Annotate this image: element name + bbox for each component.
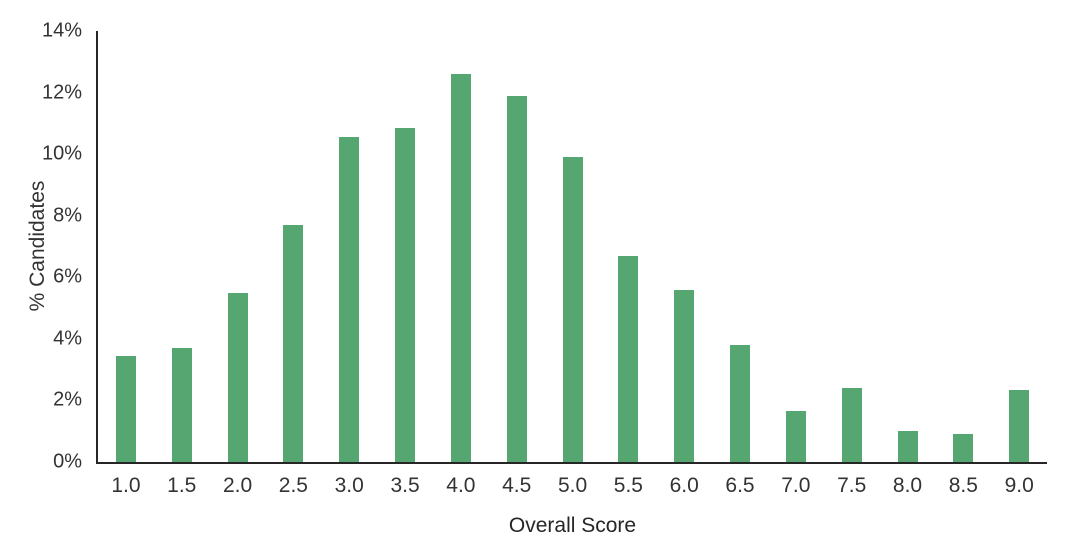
bars-container — [98, 31, 1047, 462]
bar-6.0 — [674, 289, 695, 462]
x-tick-label: 6.5 — [725, 474, 755, 497]
x-axis-title: Overall Score — [508, 514, 637, 537]
bar-slot — [154, 31, 210, 462]
x-tick-label: 2.0 — [222, 474, 253, 497]
bar-slot — [600, 31, 656, 462]
bar-slot — [98, 31, 154, 462]
bar-slot — [768, 31, 824, 462]
bar-5.5 — [618, 255, 639, 462]
bar-1.5 — [171, 348, 192, 462]
plot-area — [96, 31, 1047, 464]
x-tick-label: 1.5 — [167, 474, 197, 497]
y-tick-label: 10% — [41, 142, 82, 165]
x-tick-label: 9.0 — [1004, 474, 1034, 497]
y-tick-label: 6% — [53, 265, 82, 288]
bar-slot — [265, 31, 321, 462]
x-tick-label: 7.0 — [781, 474, 811, 497]
bar-slot — [991, 31, 1047, 462]
y-tick-label: 14% — [41, 19, 82, 42]
x-tick-label: 2.5 — [278, 474, 308, 497]
bar-slot — [489, 31, 545, 462]
bar-2.0 — [227, 292, 248, 462]
y-axis-tick-labels: 0% 2% 4% 6% 8% 10% 12% 14% — [0, 0, 82, 543]
bar-7.5 — [841, 388, 862, 462]
y-tick-label: 12% — [41, 81, 82, 104]
bar-slot — [377, 31, 433, 462]
bar-4.0 — [450, 74, 471, 462]
x-tick-label: 4.0 — [446, 474, 476, 497]
bar-8.0 — [897, 431, 918, 462]
bar-slot — [880, 31, 936, 462]
bar-5.0 — [562, 157, 583, 462]
bar-2.5 — [283, 224, 304, 462]
y-tick-label: 8% — [53, 204, 82, 227]
x-tick-label: 7.5 — [837, 474, 867, 497]
bar-8.5 — [953, 434, 974, 462]
bar-slot — [935, 31, 991, 462]
bar-7.0 — [785, 411, 806, 462]
x-tick-label: 5.5 — [613, 474, 643, 497]
x-axis-tick-labels: 1.0 1.5 2.0 2.5 3.0 3.5 4.0 4.5 5.0 5.5 6.0 6.5 7.0 7… — [98, 474, 1047, 498]
y-tick-label: 2% — [53, 388, 82, 411]
y-tick-label: 0% — [53, 450, 82, 473]
x-tick-label: 6.0 — [669, 474, 699, 497]
bar-3.5 — [395, 127, 416, 462]
bar-slot — [824, 31, 880, 462]
x-tick-label: 4.5 — [502, 474, 532, 497]
x-tick-label: 8.0 — [892, 474, 923, 497]
bar-3.0 — [339, 137, 360, 462]
bar-slot — [656, 31, 712, 462]
x-tick-label: 3.0 — [334, 474, 364, 497]
bar-slot — [210, 31, 266, 462]
bar-slot — [321, 31, 377, 462]
x-tick-label: 3.5 — [390, 474, 420, 497]
bar-1.0 — [115, 355, 136, 462]
bar-slot — [545, 31, 601, 462]
y-tick-label: 4% — [53, 327, 82, 350]
x-tick-label: 1.0 — [111, 474, 141, 497]
x-tick-label: 5.0 — [557, 474, 588, 497]
bar-6.5 — [730, 345, 751, 462]
bar-4.5 — [506, 95, 527, 462]
x-tick-label: 8.5 — [948, 474, 978, 497]
bar-slot — [433, 31, 489, 462]
bar-9.0 — [1009, 389, 1030, 462]
bar-slot — [712, 31, 768, 462]
